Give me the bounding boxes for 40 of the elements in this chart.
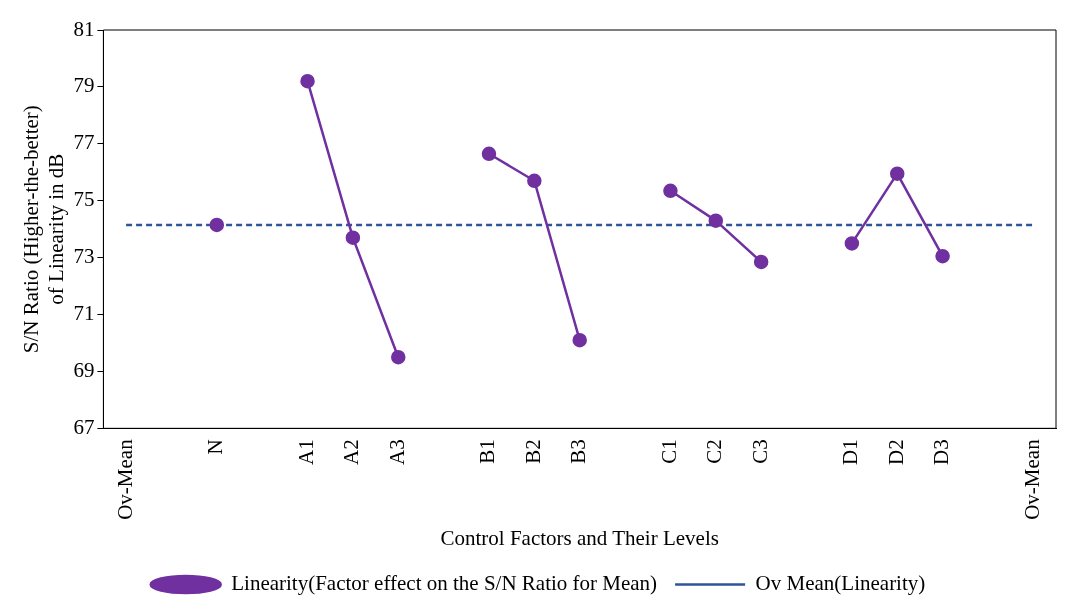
y-tick-label: 77 (73, 130, 95, 155)
legend-label: Linearity(Factor effect on the S/N Ratio for Mean) (231, 571, 658, 596)
x-tick-label: D2 (883, 439, 908, 465)
point (663, 183, 678, 198)
x-tick-label: A1 (294, 439, 319, 465)
x-tick-label: A2 (339, 439, 364, 465)
x-tick-label: C3 (747, 439, 772, 464)
x-tick-label: B3 (566, 439, 591, 464)
x-tick-label: D1 (838, 439, 863, 465)
point (708, 213, 724, 228)
x-tick-label: C2 (702, 439, 727, 464)
x-axis-title: Control Factors and Their Levels (440, 525, 719, 550)
y-tick-label: 69 (73, 357, 95, 382)
point (481, 146, 497, 162)
x-tick-label: D3 (929, 439, 954, 465)
legend-label: Ov Mean(Linearity) (755, 571, 926, 596)
point (844, 236, 860, 251)
point (527, 173, 542, 189)
y-tick-label: 79 (73, 73, 95, 98)
y-tick-label: 71 (73, 301, 95, 326)
point (391, 349, 406, 365)
x-tick-label: Ov-Mean (1019, 438, 1044, 520)
point (889, 166, 905, 181)
x-tick-label: B1 (475, 439, 500, 464)
x-tick-label: N (203, 439, 228, 455)
point (935, 248, 950, 264)
y-tick-label: 67 (73, 414, 95, 439)
point (572, 332, 587, 348)
x-tick-label: B2 (520, 439, 545, 464)
y-tick-label: 75 (73, 187, 95, 212)
y-axis-title: S/N Ratio (Higher-the-better) of Linearity in dB (19, 105, 69, 354)
point (345, 230, 361, 245)
point (209, 217, 225, 233)
y-tick-label: 73 (73, 244, 95, 269)
x-tick-label: Ov-Mean (112, 438, 137, 520)
x-tick-label: C1 (656, 439, 681, 464)
x-tick-label: A3 (384, 439, 409, 465)
y-tick-label: 81 (73, 16, 95, 41)
point (753, 254, 769, 270)
point (300, 73, 315, 89)
